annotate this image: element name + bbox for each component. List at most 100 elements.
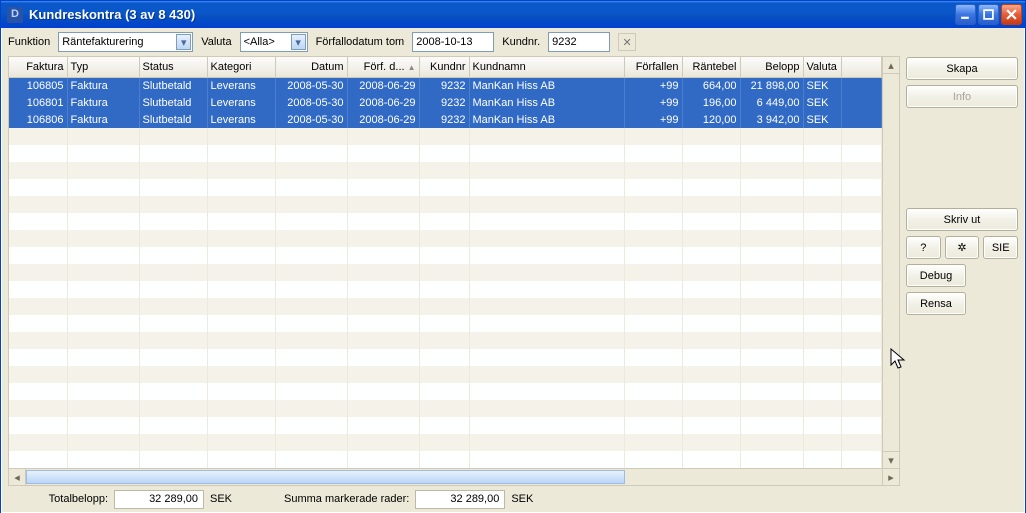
table-row[interactable] bbox=[9, 400, 882, 417]
cell-kundnr: 9232 bbox=[419, 94, 469, 111]
rensa-button[interactable]: Rensa bbox=[906, 292, 966, 315]
table-row[interactable] bbox=[9, 179, 882, 196]
table-row[interactable] bbox=[9, 366, 882, 383]
cell-kategori: Leverans bbox=[207, 111, 275, 128]
grid: FakturaTypStatusKategoriDatumFörf. d...▲… bbox=[8, 56, 900, 486]
horizontal-scrollbar[interactable]: ◂ ▸ bbox=[9, 468, 899, 485]
column-kundnamn[interactable]: Kundnamn bbox=[469, 57, 624, 77]
scroll-down-icon[interactable]: ▾ bbox=[883, 451, 899, 468]
table-row[interactable]: 106806FakturaSlutbetaldLeverans2008-05-3… bbox=[9, 111, 882, 128]
column-belopp[interactable]: Belopp bbox=[740, 57, 803, 77]
gear-button[interactable]: ✲ bbox=[945, 236, 980, 259]
column-forfallen[interactable]: Förfallen bbox=[624, 57, 682, 77]
table-row[interactable] bbox=[9, 213, 882, 230]
table-row[interactable] bbox=[9, 383, 882, 400]
debug-button[interactable]: Debug bbox=[906, 264, 966, 287]
column-typ[interactable]: Typ bbox=[67, 57, 139, 77]
skrivut-button[interactable]: Skriv ut bbox=[906, 208, 1018, 231]
cell-faktura: 106801 bbox=[9, 94, 67, 111]
column-status[interactable]: Status bbox=[139, 57, 207, 77]
table-row[interactable] bbox=[9, 128, 882, 145]
table-row[interactable] bbox=[9, 247, 882, 264]
info-button[interactable]: Info bbox=[906, 85, 1018, 108]
valuta-label: Valuta bbox=[201, 36, 231, 48]
kundnr-input[interactable] bbox=[548, 32, 610, 52]
cell-kategori: Leverans bbox=[207, 77, 275, 94]
cell-datum: 2008-05-30 bbox=[275, 111, 347, 128]
table-row[interactable]: 106801FakturaSlutbetaldLeverans2008-05-3… bbox=[9, 94, 882, 111]
table-row[interactable] bbox=[9, 332, 882, 349]
column-kundnr[interactable]: Kundnr bbox=[419, 57, 469, 77]
total-currency: SEK bbox=[210, 493, 232, 505]
forfallo-input[interactable] bbox=[412, 32, 494, 52]
table-row[interactable] bbox=[9, 162, 882, 179]
table-row[interactable] bbox=[9, 264, 882, 281]
cell-belopp: 3 942,00 bbox=[740, 111, 803, 128]
cell-belopp: 6 449,00 bbox=[740, 94, 803, 111]
hscroll-track[interactable] bbox=[26, 469, 882, 485]
table-row[interactable] bbox=[9, 451, 882, 468]
table-row[interactable] bbox=[9, 434, 882, 451]
total-value: 32 289,00 bbox=[114, 490, 204, 509]
titlebar[interactable]: D Kundreskontra (3 av 8 430) bbox=[1, 1, 1025, 28]
table-row[interactable] bbox=[9, 230, 882, 247]
kundnr-label: Kundnr. bbox=[502, 36, 540, 48]
column-forfd[interactable]: Förf. d...▲ bbox=[347, 57, 419, 77]
cell-forfallen: +99 bbox=[624, 111, 682, 128]
cell-status: Slutbetald bbox=[139, 94, 207, 111]
cell-kategori: Leverans bbox=[207, 94, 275, 111]
sie-button[interactable]: SIE bbox=[983, 236, 1018, 259]
cell-belopp: 21 898,00 bbox=[740, 77, 803, 94]
table-row[interactable] bbox=[9, 196, 882, 213]
cell-valuta: SEK bbox=[803, 77, 841, 94]
table-row[interactable]: 106805FakturaSlutbetaldLeverans2008-05-3… bbox=[9, 77, 882, 94]
table-row[interactable] bbox=[9, 298, 882, 315]
table-row[interactable] bbox=[9, 417, 882, 434]
table-row[interactable] bbox=[9, 281, 882, 298]
side-panel: Skapa Info Skriv ut ? ✲ SIE Debug Rensa bbox=[906, 56, 1018, 486]
gear-icon: ✲ bbox=[957, 241, 966, 254]
table-header-row: FakturaTypStatusKategoriDatumFörf. d...▲… bbox=[9, 57, 882, 77]
column-kategori[interactable]: Kategori bbox=[207, 57, 275, 77]
window-buttons bbox=[955, 4, 1022, 25]
cell-forfd: 2008-06-29 bbox=[347, 94, 419, 111]
data-table: FakturaTypStatusKategoriDatumFörf. d...▲… bbox=[9, 57, 882, 468]
column-datum[interactable]: Datum bbox=[275, 57, 347, 77]
valuta-select[interactable]: <Alla> ▾ bbox=[240, 32, 308, 52]
table-row[interactable] bbox=[9, 315, 882, 332]
chevron-down-icon[interactable]: ▾ bbox=[291, 34, 306, 50]
client-area: Funktion Räntefakturering ▾ Valuta <Alla… bbox=[1, 28, 1025, 513]
column-valuta[interactable]: Valuta bbox=[803, 57, 841, 77]
cell-rantebel: 120,00 bbox=[682, 111, 740, 128]
footer: Totalbelopp: 32 289,00 SEK Summa markera… bbox=[2, 488, 1024, 512]
cell-faktura: 106805 bbox=[9, 77, 67, 94]
minimize-button[interactable] bbox=[955, 4, 976, 25]
hscroll-thumb[interactable] bbox=[26, 470, 625, 484]
sort-indicator-icon: ▲ bbox=[408, 63, 416, 72]
scroll-up-icon[interactable]: ▴ bbox=[883, 57, 899, 74]
cell-kundnr: 9232 bbox=[419, 111, 469, 128]
clear-filter-button[interactable]: ✕ bbox=[618, 33, 636, 51]
close-button[interactable] bbox=[1001, 4, 1022, 25]
window: D Kundreskontra (3 av 8 430) Funktion Rä… bbox=[0, 0, 1026, 513]
cell-forfallen: +99 bbox=[624, 77, 682, 94]
vertical-scrollbar[interactable]: ▴ ▾ bbox=[882, 57, 899, 468]
funktion-select[interactable]: Räntefakturering ▾ bbox=[58, 32, 193, 52]
cell-typ: Faktura bbox=[67, 94, 139, 111]
cell-kundnamn: ManKan Hiss AB bbox=[469, 111, 624, 128]
marked-currency: SEK bbox=[511, 493, 533, 505]
column-rantebel[interactable]: Räntebel bbox=[682, 57, 740, 77]
cell-status: Slutbetald bbox=[139, 111, 207, 128]
help-button[interactable]: ? bbox=[906, 236, 941, 259]
cell-typ: Faktura bbox=[67, 111, 139, 128]
cell-faktura: 106806 bbox=[9, 111, 67, 128]
column-faktura[interactable]: Faktura bbox=[9, 57, 67, 77]
window-title: Kundreskontra (3 av 8 430) bbox=[29, 1, 955, 28]
table-row[interactable] bbox=[9, 145, 882, 162]
scroll-right-icon[interactable]: ▸ bbox=[882, 469, 899, 485]
chevron-down-icon[interactable]: ▾ bbox=[176, 34, 191, 50]
scroll-left-icon[interactable]: ◂ bbox=[9, 469, 26, 485]
skapa-button[interactable]: Skapa bbox=[906, 57, 1018, 80]
maximize-button[interactable] bbox=[978, 4, 999, 25]
table-row[interactable] bbox=[9, 349, 882, 366]
